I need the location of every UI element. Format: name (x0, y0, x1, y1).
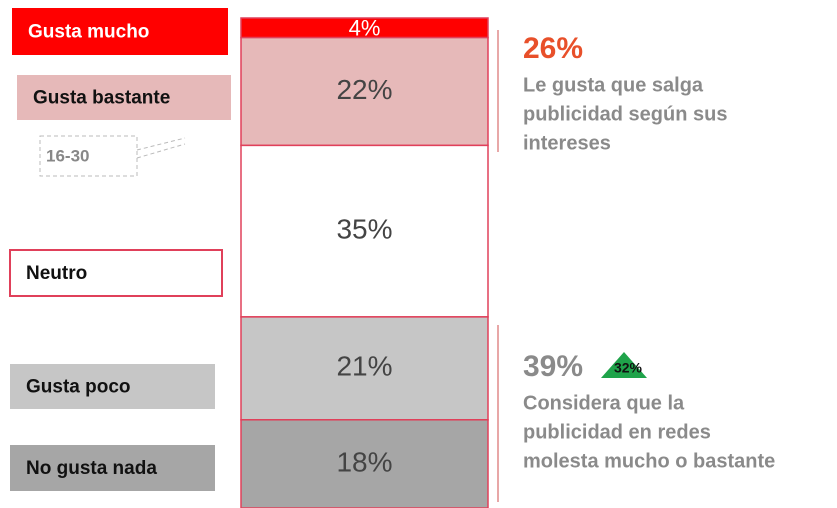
legend-swatch (17, 75, 231, 120)
legend-label: Neutro (26, 263, 87, 284)
legend-swatch (12, 8, 228, 55)
annotation-value: 39% (523, 350, 583, 383)
value-label: 4% (349, 16, 381, 41)
legend-label: Gusta bastante (33, 88, 170, 109)
legend-swatch (10, 364, 215, 409)
value-label: 21% (336, 351, 392, 382)
legend-label: Gusta poco (26, 377, 131, 398)
badge-label: 32% (614, 360, 643, 376)
annotation-text: Considera que la (523, 392, 685, 414)
annotation-text: Le gusta que salga (523, 74, 704, 96)
annotation-text: publicidad en redes (523, 421, 711, 443)
annotation-text: molesta mucho o bastante (523, 450, 775, 472)
bar-segment (240, 316, 489, 421)
note-pointer (136, 137, 186, 159)
badge-triangle (601, 352, 647, 378)
note-box (39, 135, 138, 177)
legend-label: No gusta nada (26, 458, 157, 479)
legend-label: Gusta mucho (28, 22, 149, 43)
note: 16-30 (46, 146, 89, 165)
annotation-value: 26% (523, 32, 583, 65)
value-label: 22% (336, 74, 392, 105)
bar-segment (240, 419, 489, 508)
value-label: 18% (336, 446, 392, 477)
legend-swatch (10, 445, 215, 491)
bar-segment (240, 36, 489, 147)
legend-swatch (9, 249, 223, 297)
value-label: 35% (336, 214, 392, 245)
annotation-text: intereses (523, 132, 611, 154)
annotation-text: publicidad según sus (523, 103, 727, 125)
